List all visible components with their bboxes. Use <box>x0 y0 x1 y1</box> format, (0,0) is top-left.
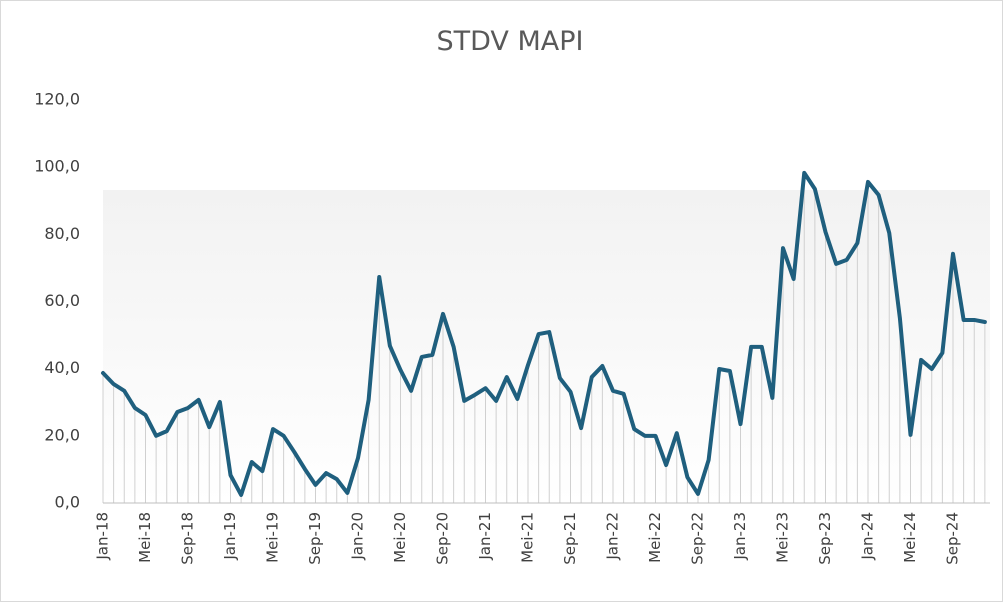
x-tick-label: Sep-20 <box>434 512 452 565</box>
x-tick-label: Jan-20 <box>349 512 367 561</box>
x-tick-label: Sep-19 <box>306 512 324 565</box>
chart-title: STDV MAPI <box>436 26 583 57</box>
y-tick-label: 120,0 <box>34 90 80 109</box>
y-tick-label: 20,0 <box>44 425 80 444</box>
y-tick-label: 40,0 <box>44 358 80 377</box>
x-tick-label: Sep-18 <box>179 512 197 565</box>
x-tick-label: Jan-23 <box>731 512 749 561</box>
x-tick-label: Sep-23 <box>816 512 834 565</box>
x-tick-label: Mei-23 <box>774 512 792 563</box>
data-line <box>101 170 987 497</box>
x-tick-label: Jan-19 <box>221 512 239 561</box>
y-tick-label: 80,0 <box>44 224 80 243</box>
x-tick-label: Mei-18 <box>136 512 154 563</box>
x-tick-label: Jan-21 <box>476 512 494 561</box>
x-tick-label: Sep-21 <box>561 512 579 565</box>
y-tick-label: 60,0 <box>44 291 80 310</box>
plot-background <box>103 190 990 503</box>
y-tick-label: 0,0 <box>55 493 80 512</box>
x-tick-label: Mei-22 <box>646 512 664 563</box>
x-tick-label: Mei-24 <box>901 512 919 563</box>
x-tick-label: Mei-21 <box>519 512 537 563</box>
x-tick-label: Mei-20 <box>391 512 409 563</box>
x-tick-label: Jan-24 <box>859 512 877 561</box>
y-tick-label: 100,0 <box>34 157 80 176</box>
x-tick-label: Jan-22 <box>604 512 622 561</box>
x-tick-label: Sep-24 <box>944 512 962 565</box>
x-tick-label: Mei-19 <box>264 512 282 563</box>
x-tick-label: Sep-22 <box>689 512 707 565</box>
x-tick-label: Jan-18 <box>94 512 112 561</box>
